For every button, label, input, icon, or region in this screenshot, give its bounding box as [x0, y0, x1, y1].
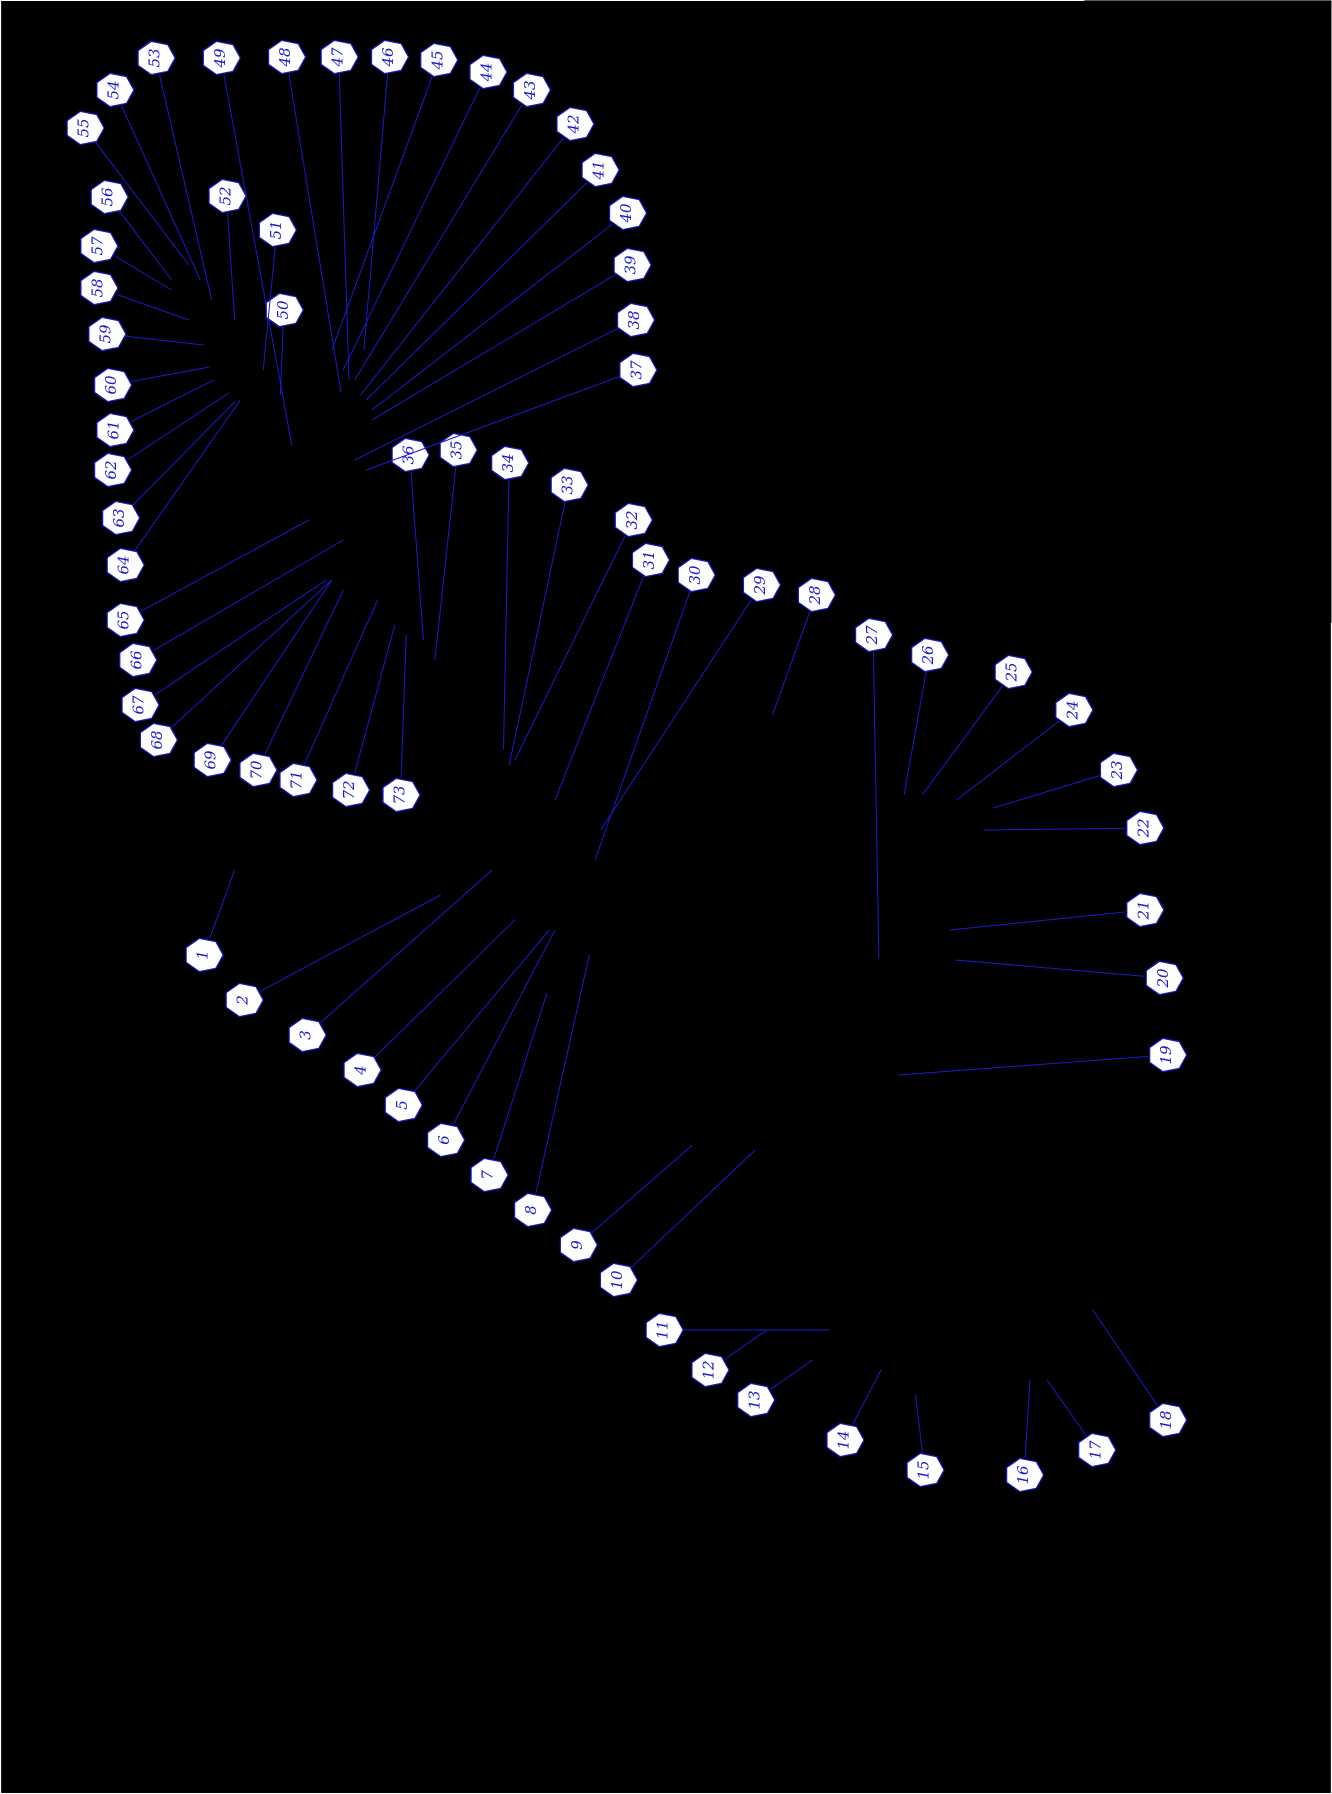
balloon-number: 1: [194, 950, 212, 960]
balloon-number: 5: [393, 1100, 411, 1110]
header-materiale: MATERIALE: [1092, 58, 1107, 131]
balloon-number: 57: [88, 236, 106, 256]
balloon-number: 14: [835, 1430, 853, 1449]
balloon-number: 19: [1157, 1045, 1175, 1065]
balloon-number: 43: [521, 80, 539, 100]
balloon-number: 39: [622, 255, 640, 275]
balloon-number: 67: [130, 695, 148, 715]
balloon-number: 30: [686, 565, 704, 585]
header-num: NUM.: [1092, 583, 1107, 616]
balloon-number: 34: [499, 453, 517, 472]
balloon-number: 58: [88, 278, 106, 297]
balloon-number: 33: [559, 475, 577, 494]
balloon-number: 52: [217, 186, 235, 205]
balloon-number: 2: [234, 995, 252, 1006]
header-q: Q.: [1092, 192, 1107, 206]
balloon-number: 3: [297, 1030, 315, 1040]
balloon-number: 46: [379, 47, 397, 68]
balloon-number: 28: [806, 585, 824, 605]
balloon-number: 35: [448, 440, 466, 459]
balloon-number: 18: [1157, 1410, 1175, 1429]
balloon-number: 22: [1134, 818, 1152, 838]
balloon-number: 56: [99, 187, 117, 207]
balloon-number: 65: [115, 610, 133, 629]
balloon-number: 7: [479, 1170, 497, 1180]
balloon-number: 42: [564, 114, 582, 134]
balloon-number: 8: [522, 1205, 540, 1215]
sheet-number: TAV. N.: [1236, 99, 1251, 141]
balloon-number: 4: [352, 1065, 370, 1076]
balloon-number: 27: [863, 625, 881, 646]
balloon-number: 69: [202, 750, 220, 770]
balloon-number: 6: [435, 1135, 453, 1145]
balloon-number: 60: [102, 375, 120, 395]
balloon-number: 15: [915, 1460, 933, 1479]
balloon-number: 20: [1154, 968, 1172, 989]
balloon-number: 73: [391, 785, 409, 804]
company-line: Omcrop: [1211, 504, 1236, 575]
balloon-number: 10: [608, 1270, 626, 1290]
balloon-number: 36: [400, 445, 418, 465]
designer-label: DISEGNATORE:: [1135, 521, 1150, 618]
balloon-number: 12: [699, 1360, 717, 1379]
balloon-number: 31: [640, 550, 658, 569]
balloon-number: 72: [340, 780, 358, 799]
balloon-number: 66: [127, 650, 145, 670]
balloon-number: 21: [1134, 900, 1152, 920]
balloon-number: 29: [751, 575, 769, 596]
header-denominazione: DENOMINAZIONE: [1092, 345, 1107, 455]
balloon-number: 68: [148, 730, 166, 749]
balloon-number: 48: [276, 47, 294, 67]
balloon-number: 38: [625, 310, 643, 329]
balloon-number: 64: [115, 555, 133, 574]
balloon-number: 16: [1014, 1465, 1032, 1485]
company-line: Villa di Serio: [1242, 482, 1267, 598]
date: DATA:25/06/04: [1185, 42, 1200, 129]
balloon-number: 63: [110, 508, 128, 527]
balloon-number: 40: [617, 203, 635, 224]
balloon-number: 55: [75, 118, 93, 137]
balloon-number: 50: [274, 300, 292, 320]
scale: SCALA:1:10: [1275, 84, 1290, 156]
balloon-number: 61: [104, 420, 122, 439]
balloon-number: 37: [627, 360, 645, 380]
balloon-number: 41: [590, 160, 608, 180]
drawing-sheet: 1234567891011121314151617181920212223242…: [0, 0, 1332, 1794]
company-line: (Bergamo): [1274, 493, 1299, 588]
balloon-number: 53: [146, 48, 164, 67]
balloon-number: 9: [568, 1240, 586, 1250]
balloon-number: 32: [623, 510, 641, 529]
balloon-number: 26: [919, 645, 937, 666]
balloon-number: 47: [329, 47, 347, 68]
subject: 15.0 Tavola ricambi assieme: [1212, 189, 1237, 441]
balloon-number: 45: [428, 50, 446, 70]
balloon-number: 13: [745, 1390, 763, 1409]
balloon-number: 24: [1063, 700, 1081, 720]
designer-name: O. Marinelli: [1126, 385, 1151, 495]
balloon-number: 70: [247, 760, 265, 780]
subject-label: OGGETTO:: [1185, 281, 1200, 349]
balloon-number: 62: [102, 460, 120, 479]
symbol-label: SISTEMA: [1314, 101, 1329, 158]
balloon-number: 11: [654, 1320, 672, 1339]
balloon-number: 44: [477, 62, 495, 82]
balloon-number: 17: [1086, 1440, 1104, 1460]
balloon-number: 54: [104, 80, 122, 99]
balloon-number: 25: [1003, 662, 1021, 682]
sheet-border: [1, 1, 1331, 1793]
balloon-number: 71: [288, 770, 306, 789]
company-line: Azienda: [1179, 505, 1204, 578]
balloon-number: 23: [1108, 760, 1126, 780]
balloon-number: 51: [267, 220, 285, 239]
balloon-number: 59: [96, 324, 114, 344]
balloon-number: 49: [211, 48, 229, 69]
